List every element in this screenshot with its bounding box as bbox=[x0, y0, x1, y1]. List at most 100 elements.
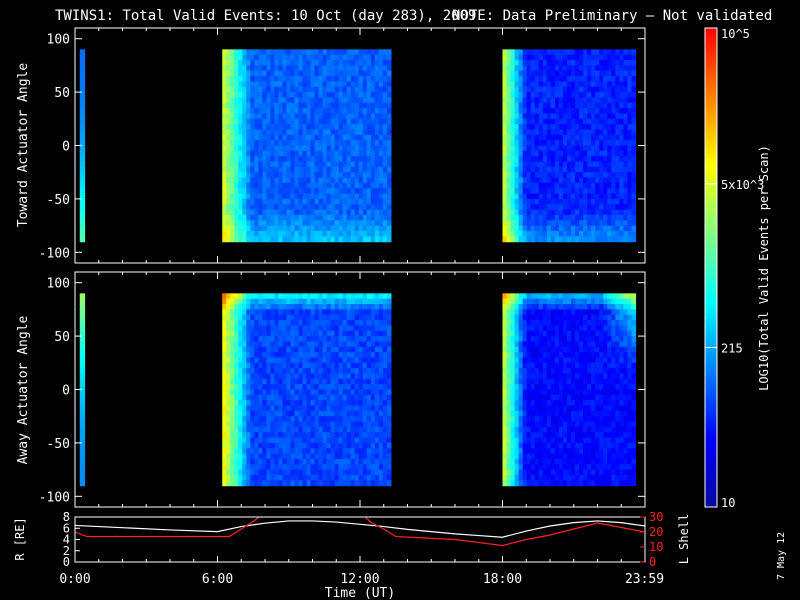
heatmap-cell bbox=[230, 480, 235, 487]
heatmap-cell bbox=[506, 341, 512, 348]
heatmap-cell bbox=[627, 65, 633, 72]
heatmap-cell bbox=[318, 177, 324, 184]
heatmap-cell bbox=[514, 341, 520, 348]
heatmap-cell bbox=[354, 352, 360, 359]
heatmap-cell bbox=[534, 362, 540, 369]
heatmap-cell bbox=[571, 182, 576, 189]
heatmap-cell bbox=[242, 97, 247, 104]
heatmap-cell bbox=[338, 293, 344, 300]
heatmap-cell bbox=[534, 448, 540, 455]
heatmap-cell bbox=[558, 70, 564, 77]
heatmap-cell bbox=[546, 54, 552, 61]
heatmap-cell bbox=[322, 134, 328, 141]
heatmap-cell bbox=[362, 346, 368, 353]
heatmap-cell bbox=[502, 86, 508, 93]
heatmap-cell bbox=[583, 188, 588, 195]
heatmap-cell bbox=[522, 166, 528, 173]
heatmap-cell bbox=[571, 92, 576, 99]
heatmap-cell bbox=[534, 309, 540, 316]
heatmap-cell bbox=[534, 124, 540, 131]
heatmap-cell bbox=[522, 325, 528, 332]
heatmap-cell bbox=[226, 426, 231, 433]
heatmap-cell bbox=[346, 330, 352, 337]
heatmap-cell bbox=[298, 341, 304, 348]
heatmap-cell bbox=[222, 309, 227, 316]
heatmap-cell bbox=[623, 150, 629, 157]
heatmap-cell bbox=[534, 464, 540, 471]
heatmap-cell bbox=[534, 81, 540, 88]
heatmap-cell bbox=[262, 448, 268, 455]
heatmap-cell bbox=[230, 134, 235, 141]
heatmap-cell bbox=[326, 400, 332, 407]
heatmap-cell bbox=[350, 60, 356, 66]
heatmap-cell bbox=[254, 113, 259, 120]
heatmap-cell bbox=[562, 102, 568, 109]
heatmap-cell bbox=[550, 193, 556, 200]
heatmap-cell bbox=[587, 225, 592, 232]
heatmap-cell bbox=[579, 214, 584, 221]
heatmap-cell bbox=[270, 145, 276, 152]
heatmap-cell bbox=[346, 236, 352, 243]
heatmap-cell bbox=[262, 325, 268, 332]
heatmap-cell bbox=[615, 172, 620, 179]
heatmap-cell bbox=[370, 54, 376, 61]
heatmap-cell bbox=[631, 65, 637, 72]
heatmap-cell bbox=[314, 172, 320, 179]
heatmap-cell bbox=[302, 172, 308, 179]
heatmap-cell bbox=[306, 214, 312, 221]
heatmap-cell bbox=[350, 394, 356, 401]
heatmap-cell bbox=[294, 108, 300, 115]
heatmap-cell bbox=[294, 156, 300, 163]
heatmap-cell bbox=[246, 150, 251, 157]
heatmap-cell bbox=[270, 469, 276, 476]
heatmap-cell bbox=[302, 54, 308, 61]
heatmap-cell bbox=[298, 448, 304, 455]
heatmap-cell bbox=[554, 236, 560, 243]
heatmap-cell bbox=[542, 124, 548, 131]
heatmap-cell bbox=[274, 442, 280, 449]
heatmap-cell bbox=[318, 97, 324, 104]
heatmap-cell bbox=[238, 113, 243, 120]
heatmap-cell bbox=[374, 453, 380, 460]
heatmap-cell bbox=[554, 134, 560, 141]
heatmap-cell bbox=[302, 198, 308, 205]
heatmap-cell bbox=[282, 129, 288, 136]
heatmap-cell bbox=[562, 92, 568, 99]
heatmap-cell bbox=[254, 70, 259, 77]
heatmap-cell bbox=[510, 214, 516, 221]
heatmap-cell bbox=[274, 76, 280, 83]
heatmap-cell bbox=[282, 86, 288, 93]
heatmap-cell bbox=[599, 108, 604, 115]
heatmap-cell bbox=[290, 102, 296, 109]
heatmap-cell bbox=[386, 236, 392, 243]
heatmap-cell bbox=[318, 129, 324, 136]
heatmap-cell bbox=[286, 156, 292, 163]
heatmap-cell bbox=[270, 432, 276, 439]
heatmap-cell bbox=[530, 464, 536, 471]
heatmap-cell bbox=[230, 204, 235, 211]
heatmap-cell bbox=[350, 474, 356, 481]
heatmap-cell bbox=[282, 314, 288, 321]
heatmap-cell bbox=[558, 314, 564, 321]
heatmap-cell bbox=[238, 357, 243, 364]
heatmap-cell bbox=[631, 113, 637, 120]
heatmap-cell bbox=[510, 60, 516, 66]
heatmap-cell bbox=[554, 405, 560, 412]
heatmap-cell bbox=[350, 421, 356, 428]
heatmap-cell bbox=[286, 172, 292, 179]
heatmap-cell bbox=[234, 453, 239, 460]
heatmap-cell bbox=[627, 225, 633, 232]
heatmap-cell bbox=[502, 172, 508, 179]
heatmap-cell bbox=[294, 426, 300, 433]
heatmap-cell bbox=[350, 298, 356, 305]
heatmap-cell bbox=[270, 161, 276, 168]
heatmap-cell bbox=[322, 214, 328, 221]
heatmap-cell bbox=[554, 198, 560, 205]
heatmap-cell bbox=[250, 102, 255, 109]
heatmap-cell bbox=[530, 346, 536, 353]
heatmap-cell bbox=[526, 421, 532, 428]
heatmap-cell bbox=[334, 448, 340, 455]
heatmap-cell bbox=[611, 172, 616, 179]
heatmap-cell bbox=[242, 188, 247, 195]
